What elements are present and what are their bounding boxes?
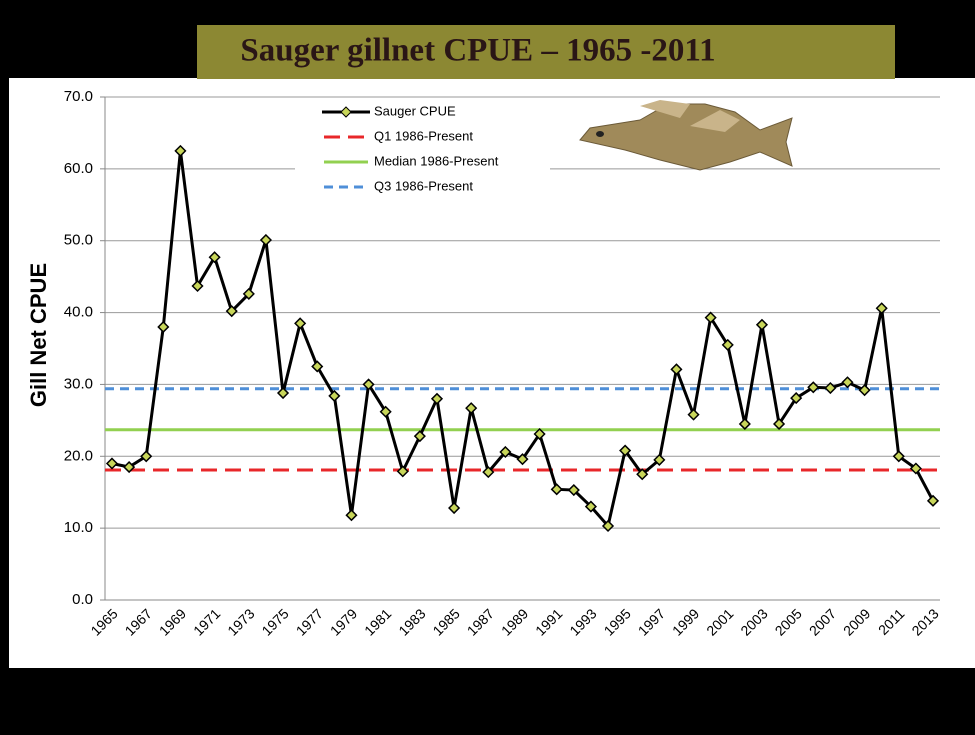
fish-illustration	[579, 100, 793, 171]
data-point	[584, 500, 597, 513]
data-point	[259, 233, 272, 247]
data-point	[858, 384, 871, 397]
data-point	[670, 363, 683, 376]
data-point	[379, 405, 392, 418]
data-point	[499, 445, 512, 459]
data-point	[601, 519, 615, 533]
data-point	[824, 381, 837, 395]
data-point	[242, 287, 255, 300]
data-point	[276, 386, 290, 400]
data-point	[191, 279, 204, 293]
data-point	[362, 378, 375, 391]
data-point	[345, 509, 358, 522]
legend-label: Median 1986-Present	[374, 153, 499, 168]
data-point	[807, 381, 820, 394]
data-point	[550, 483, 563, 496]
y-tick-label: 30.0	[64, 375, 93, 392]
legend-label: Sauger CPUE	[374, 103, 456, 118]
data-point	[567, 483, 580, 497]
data-point	[738, 417, 751, 431]
data-point	[773, 417, 786, 431]
data-point	[105, 457, 119, 470]
data-point	[704, 311, 717, 324]
data-point	[909, 462, 922, 475]
data-point	[636, 468, 649, 481]
data-point	[465, 402, 478, 415]
data-point	[225, 305, 238, 318]
y-axis-label: Gill Net CPUE	[26, 263, 51, 407]
legend-marker	[340, 106, 352, 118]
data-point	[294, 317, 307, 330]
data-point	[482, 466, 495, 479]
data-point	[926, 494, 940, 507]
title-box	[197, 25, 895, 79]
data-point	[653, 453, 666, 466]
data-point	[619, 444, 632, 457]
data-point	[448, 501, 461, 515]
data-point	[396, 465, 409, 478]
legend-label: Q3 1986-Present	[374, 178, 473, 193]
data-point	[430, 392, 444, 405]
y-tick-label: 20.0	[64, 447, 93, 464]
data-point	[892, 450, 905, 463]
legend-box	[295, 102, 550, 194]
y-tick-label: 60.0	[64, 160, 93, 177]
y-tick-label: 70.0	[64, 88, 93, 105]
y-tick-label: 40.0	[64, 304, 93, 321]
data-point	[413, 430, 426, 443]
y-tick-label: 50.0	[64, 232, 93, 249]
legend-label: Q1 1986-Present	[374, 128, 473, 143]
data-point	[208, 251, 221, 264]
data-point	[533, 427, 546, 441]
data-point	[875, 302, 888, 315]
data-point	[174, 144, 187, 157]
data-point	[311, 360, 324, 373]
data-point	[755, 318, 769, 331]
data-point	[123, 461, 136, 474]
data-point	[516, 453, 529, 466]
data-point	[140, 450, 153, 463]
chart-title: Sauger gillnet CPUE – 1965 -2011	[240, 33, 715, 69]
data-point	[841, 376, 854, 389]
data-point	[687, 408, 700, 421]
data-point	[721, 338, 734, 351]
data-point	[157, 320, 170, 334]
data-point	[790, 392, 803, 405]
y-tick-label: 0.0	[72, 591, 93, 608]
data-point	[328, 389, 341, 402]
y-tick-label: 10.0	[64, 519, 93, 536]
